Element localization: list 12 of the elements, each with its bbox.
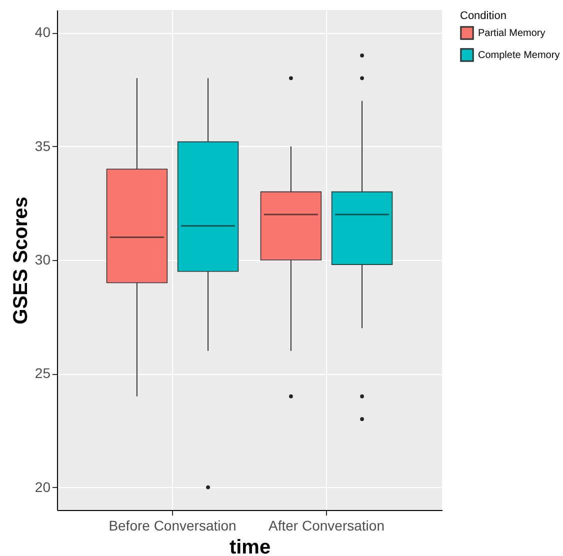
legend-label: Partial Memory	[478, 28, 546, 39]
y-tick-label: 40	[34, 24, 51, 40]
legend-label: Complete Memory	[478, 50, 560, 61]
y-tick-label: 35	[34, 138, 51, 154]
x-axis-title: time	[229, 536, 271, 556]
y-tick-label: 20	[34, 478, 51, 495]
x-tick-label: Before Conversation	[108, 518, 236, 534]
y-axis-title: GSES Scores	[10, 196, 32, 324]
legend-title: Condition	[460, 10, 506, 22]
y-tick-label: 25	[34, 365, 51, 382]
y-tick-label: 30	[34, 252, 51, 268]
x-tick-label: After Conversation	[268, 518, 384, 534]
